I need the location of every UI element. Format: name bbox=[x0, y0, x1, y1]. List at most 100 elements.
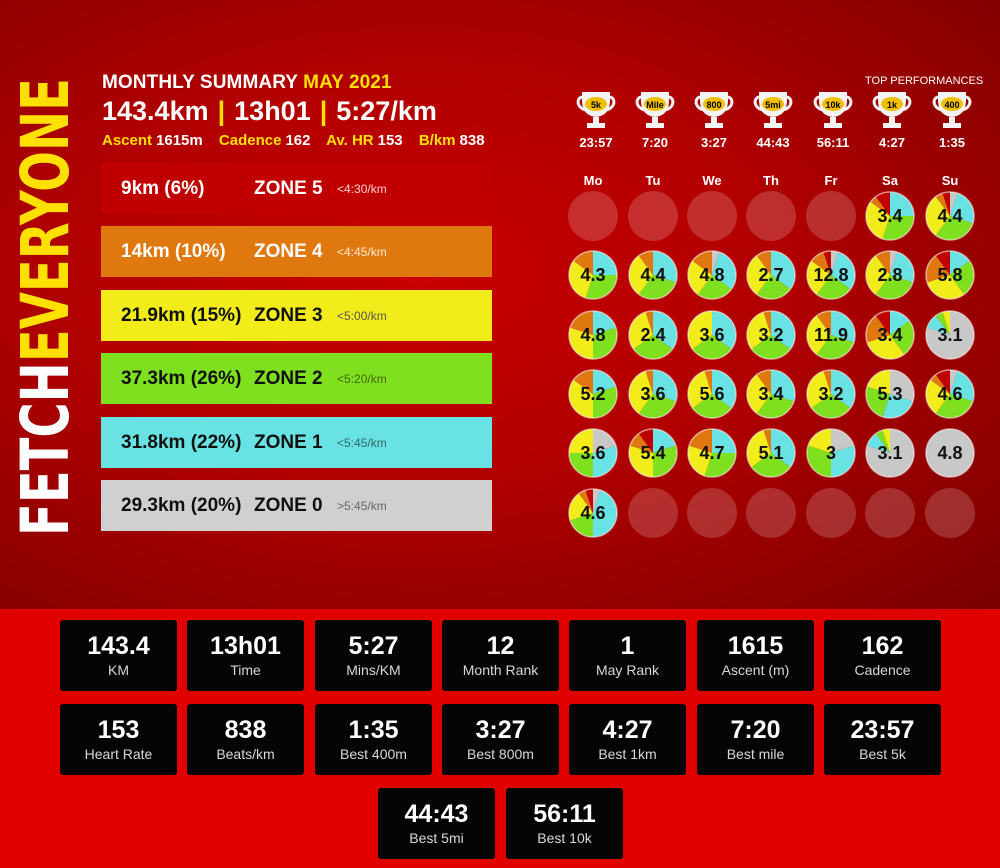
pie-slice bbox=[751, 335, 791, 359]
zone-row: 9km (6%) ZONE 5 <4:30/km bbox=[101, 163, 492, 214]
pie-slice bbox=[816, 311, 831, 335]
day-distance: 5.3 bbox=[877, 384, 903, 404]
pie-slice bbox=[927, 275, 965, 299]
stat-label: Time bbox=[230, 662, 261, 678]
pie-slice bbox=[712, 252, 736, 290]
zone-pie bbox=[865, 369, 915, 419]
pie-outline bbox=[865, 191, 915, 241]
headline-stats: 143.4km | 13h01 | 5:27/km bbox=[102, 96, 437, 127]
calendar-day-empty bbox=[568, 191, 618, 241]
pie-slice bbox=[653, 429, 676, 453]
pie-slice bbox=[763, 429, 771, 453]
pie-slice bbox=[926, 255, 950, 283]
zone-pie bbox=[687, 369, 737, 419]
pie-outline bbox=[925, 310, 975, 360]
calendar-day-run: 4.3 bbox=[568, 250, 618, 300]
calendar-day-run: 4.8 bbox=[925, 428, 975, 478]
pie-slice bbox=[935, 312, 950, 335]
zone-pie bbox=[806, 310, 856, 360]
trophy-item: 400 1:35 bbox=[930, 88, 974, 152]
day-distance: 3.6 bbox=[699, 325, 725, 345]
zone-row: 14km (10%) ZONE 4 <4:45/km bbox=[101, 226, 492, 277]
zone-pie bbox=[865, 428, 915, 478]
zone-distance: 21.9km (15%) bbox=[121, 304, 242, 326]
pie-slice bbox=[875, 311, 890, 335]
pie-slice bbox=[629, 445, 653, 477]
calendar-day-run: 5.6 bbox=[687, 369, 737, 419]
trophy-time: 23:57 bbox=[579, 135, 613, 150]
weekday-header: Th bbox=[763, 173, 779, 188]
pie-slice bbox=[890, 192, 914, 216]
calendar-day-run: 2.4 bbox=[628, 310, 678, 360]
day-distance: 2.4 bbox=[640, 325, 666, 345]
day-distance: 3 bbox=[825, 443, 836, 463]
pie-slice bbox=[578, 490, 593, 513]
calendar-day-run: 4.4 bbox=[628, 250, 678, 300]
day-distance: 4.7 bbox=[699, 443, 725, 463]
pie-slice bbox=[653, 311, 677, 350]
stat-value: 13h01 bbox=[210, 632, 281, 660]
zone-pie bbox=[865, 250, 915, 300]
stat-value: 1 bbox=[620, 632, 635, 660]
pie-slice bbox=[593, 311, 616, 335]
pie-slice bbox=[926, 196, 950, 236]
pie-slice bbox=[763, 311, 771, 335]
stat-value: 12 bbox=[486, 632, 515, 660]
pie-slice bbox=[704, 370, 712, 394]
stat-value: 1615 bbox=[727, 632, 784, 660]
pie-slice bbox=[935, 370, 950, 394]
day-distance: 4.3 bbox=[580, 265, 606, 285]
pie-slice bbox=[935, 394, 973, 418]
stat-card: 13h01 Time bbox=[187, 620, 304, 691]
pie-slice bbox=[831, 370, 855, 409]
pie-slice bbox=[890, 320, 914, 355]
zone-name: ZONE 1 bbox=[254, 431, 323, 453]
stat-value: 56:11 bbox=[533, 800, 596, 828]
day-distance: 3.2 bbox=[758, 325, 784, 345]
pie-slice bbox=[771, 251, 795, 290]
trophy-time: 4:27 bbox=[878, 135, 906, 150]
pie-outline bbox=[568, 310, 618, 360]
stat-value: 143.4 bbox=[87, 632, 150, 660]
day-distance: 3.6 bbox=[580, 443, 606, 463]
trophy-icon bbox=[813, 92, 853, 128]
brand-part-2: EVERYONE bbox=[18, 78, 80, 362]
pie-slice bbox=[831, 429, 854, 453]
pie-slice bbox=[638, 429, 653, 453]
day-distance: 4.4 bbox=[937, 206, 963, 226]
stat-card: 143.4 KM bbox=[60, 620, 177, 691]
pie-slice bbox=[629, 312, 653, 350]
trophy-icon bbox=[753, 92, 793, 128]
brand-part-1: FETCH bbox=[18, 362, 80, 536]
pie-slice bbox=[882, 216, 914, 240]
pie-slice bbox=[630, 433, 653, 453]
pie-slice bbox=[638, 275, 676, 299]
pie-outline bbox=[568, 369, 618, 419]
pie-slice bbox=[688, 371, 712, 409]
pie-slice bbox=[692, 394, 732, 418]
bkm-label: B/km bbox=[418, 132, 456, 149]
cadence-value: 162 bbox=[285, 132, 311, 149]
zone-pie bbox=[925, 250, 975, 300]
stat-card: 7:20 Best mile bbox=[697, 704, 814, 775]
pie-slice bbox=[950, 251, 970, 275]
pie-slice bbox=[866, 315, 890, 343]
stat-value: 162 bbox=[861, 632, 904, 660]
zone-pie bbox=[806, 250, 856, 300]
pie-slice bbox=[823, 251, 831, 275]
stat-value: 153 bbox=[97, 716, 140, 744]
pie-outline bbox=[628, 250, 678, 300]
zone-name: ZONE 5 bbox=[254, 177, 323, 199]
zone-name: ZONE 2 bbox=[254, 367, 323, 389]
headline-separator: | bbox=[319, 96, 328, 126]
pie-slice bbox=[950, 192, 958, 216]
pie-slice bbox=[875, 430, 890, 453]
pie-slice bbox=[593, 489, 601, 513]
brand-wordmark: FETCHEVERYONE bbox=[18, 78, 80, 536]
zone-distance: 14km (10%) bbox=[121, 240, 226, 262]
calendar-day-run: 3.1 bbox=[865, 428, 915, 478]
pie-slice bbox=[593, 445, 617, 477]
day-distance: 3.2 bbox=[818, 384, 844, 404]
calendar-day-empty bbox=[865, 488, 915, 538]
pie-slice bbox=[831, 252, 855, 290]
